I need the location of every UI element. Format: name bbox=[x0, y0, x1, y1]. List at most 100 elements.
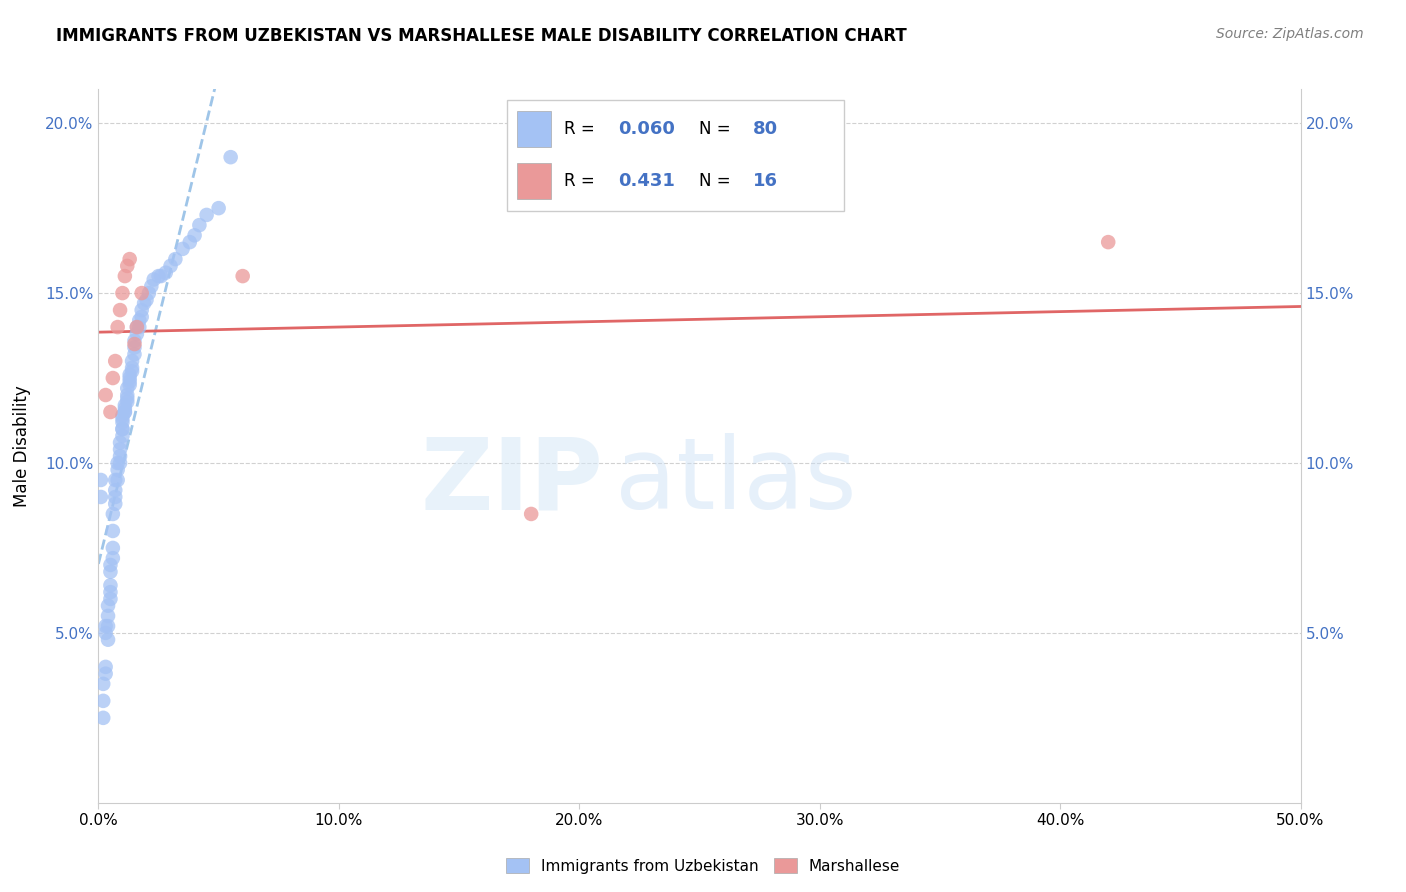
Point bbox=[111, 415, 134, 429]
Point bbox=[100, 578, 122, 592]
Point bbox=[104, 354, 127, 368]
Point bbox=[114, 405, 136, 419]
Point bbox=[131, 303, 153, 318]
Point bbox=[124, 337, 146, 351]
Point bbox=[94, 626, 117, 640]
Point bbox=[104, 497, 127, 511]
Point bbox=[90, 490, 112, 504]
Point bbox=[111, 412, 134, 426]
Point bbox=[142, 272, 165, 286]
Point bbox=[97, 632, 120, 647]
Point bbox=[91, 711, 114, 725]
Y-axis label: Male Disability: Male Disability bbox=[13, 385, 31, 507]
Point bbox=[125, 326, 148, 341]
Legend: Immigrants from Uzbekistan, Marshallese: Immigrants from Uzbekistan, Marshallese bbox=[499, 852, 907, 880]
Point bbox=[111, 409, 134, 423]
Point bbox=[118, 252, 141, 266]
Point bbox=[124, 347, 146, 361]
Point bbox=[101, 551, 124, 566]
Point bbox=[118, 368, 141, 382]
Point bbox=[121, 364, 143, 378]
Point bbox=[117, 388, 139, 402]
Point bbox=[104, 483, 127, 498]
Point bbox=[138, 286, 160, 301]
Point bbox=[101, 371, 124, 385]
Point bbox=[208, 201, 231, 215]
Point bbox=[131, 286, 153, 301]
Point bbox=[125, 320, 148, 334]
Point bbox=[172, 242, 194, 256]
Point bbox=[101, 541, 124, 555]
Point bbox=[114, 269, 136, 284]
Point bbox=[108, 435, 131, 450]
Point bbox=[100, 591, 122, 606]
Point bbox=[132, 296, 155, 310]
Point bbox=[107, 463, 129, 477]
Point bbox=[188, 218, 211, 232]
Point bbox=[117, 381, 139, 395]
Point bbox=[101, 524, 124, 538]
Text: ZIP: ZIP bbox=[420, 434, 603, 530]
Text: Source: ZipAtlas.com: Source: ZipAtlas.com bbox=[1216, 27, 1364, 41]
Point bbox=[104, 490, 127, 504]
Point bbox=[128, 320, 150, 334]
Point bbox=[108, 442, 131, 457]
Point bbox=[117, 259, 139, 273]
Point bbox=[108, 303, 131, 318]
Point bbox=[107, 456, 129, 470]
Point bbox=[104, 473, 127, 487]
Point bbox=[121, 354, 143, 368]
Point bbox=[118, 375, 141, 389]
Point bbox=[94, 619, 117, 633]
Point bbox=[94, 660, 117, 674]
Point bbox=[131, 310, 153, 324]
Text: atlas: atlas bbox=[616, 434, 858, 530]
Point bbox=[117, 394, 139, 409]
Point bbox=[111, 286, 134, 301]
Point bbox=[114, 401, 136, 416]
Point bbox=[114, 405, 136, 419]
Point bbox=[100, 405, 122, 419]
Point bbox=[101, 507, 124, 521]
Point bbox=[111, 422, 134, 436]
Point bbox=[97, 599, 120, 613]
Point bbox=[520, 507, 543, 521]
Point bbox=[118, 371, 141, 385]
Point bbox=[149, 269, 172, 284]
Point bbox=[100, 558, 122, 572]
Point bbox=[107, 473, 129, 487]
Point bbox=[141, 279, 163, 293]
Point bbox=[108, 449, 131, 463]
Point bbox=[107, 320, 129, 334]
Point bbox=[232, 269, 254, 284]
Point bbox=[100, 585, 122, 599]
Point bbox=[219, 150, 242, 164]
Point bbox=[165, 252, 187, 266]
Point bbox=[94, 666, 117, 681]
Text: IMMIGRANTS FROM UZBEKISTAN VS MARSHALLESE MALE DISABILITY CORRELATION CHART: IMMIGRANTS FROM UZBEKISTAN VS MARSHALLES… bbox=[56, 27, 907, 45]
Point bbox=[90, 473, 112, 487]
Point bbox=[1097, 235, 1119, 249]
Point bbox=[111, 422, 134, 436]
Point bbox=[117, 392, 139, 406]
Point bbox=[135, 293, 157, 307]
Point bbox=[183, 228, 205, 243]
Point bbox=[100, 565, 122, 579]
Point bbox=[111, 429, 134, 443]
Point bbox=[124, 341, 146, 355]
Point bbox=[155, 266, 177, 280]
Point bbox=[108, 456, 131, 470]
Point bbox=[124, 334, 146, 348]
Point bbox=[94, 388, 117, 402]
Point bbox=[121, 360, 143, 375]
Point bbox=[159, 259, 181, 273]
Point bbox=[125, 320, 148, 334]
Point bbox=[195, 208, 218, 222]
Point bbox=[91, 694, 114, 708]
Point bbox=[128, 313, 150, 327]
Point bbox=[97, 608, 120, 623]
Point bbox=[179, 235, 201, 249]
Point bbox=[91, 677, 114, 691]
Point bbox=[114, 398, 136, 412]
Point bbox=[97, 619, 120, 633]
